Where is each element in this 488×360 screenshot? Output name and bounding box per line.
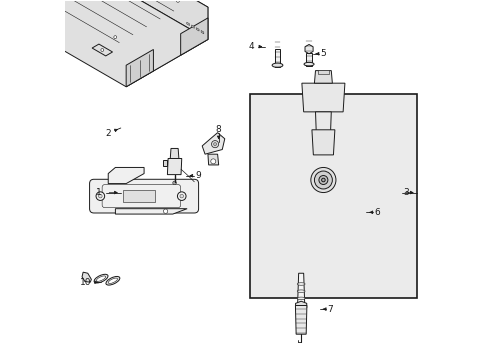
Text: 3: 3 xyxy=(403,188,408,197)
Ellipse shape xyxy=(321,178,325,182)
Text: 7: 7 xyxy=(327,305,333,314)
Circle shape xyxy=(99,194,102,198)
Polygon shape xyxy=(274,49,280,67)
Ellipse shape xyxy=(108,278,117,283)
Ellipse shape xyxy=(94,274,108,283)
Ellipse shape xyxy=(96,276,105,281)
Ellipse shape xyxy=(297,297,305,300)
Circle shape xyxy=(211,140,218,148)
Polygon shape xyxy=(314,71,332,83)
Polygon shape xyxy=(163,160,167,166)
Circle shape xyxy=(210,159,215,164)
Ellipse shape xyxy=(297,290,305,292)
Ellipse shape xyxy=(314,171,332,189)
Polygon shape xyxy=(167,158,182,175)
Text: 10: 10 xyxy=(80,278,92,287)
Polygon shape xyxy=(301,83,344,112)
Polygon shape xyxy=(180,18,207,55)
Polygon shape xyxy=(207,154,218,165)
Circle shape xyxy=(176,0,179,2)
Ellipse shape xyxy=(106,276,120,285)
Circle shape xyxy=(96,192,104,201)
Text: 5: 5 xyxy=(320,49,325,58)
Polygon shape xyxy=(99,0,207,40)
Circle shape xyxy=(180,194,183,198)
Polygon shape xyxy=(295,306,306,334)
Polygon shape xyxy=(202,133,224,154)
Polygon shape xyxy=(115,209,187,214)
Polygon shape xyxy=(191,25,194,28)
Polygon shape xyxy=(295,301,306,310)
Text: 2: 2 xyxy=(105,129,111,138)
Ellipse shape xyxy=(310,167,335,193)
Circle shape xyxy=(114,36,117,39)
Polygon shape xyxy=(92,44,112,56)
Polygon shape xyxy=(126,7,207,87)
Polygon shape xyxy=(17,0,207,54)
Polygon shape xyxy=(315,112,330,151)
Circle shape xyxy=(213,143,216,145)
Polygon shape xyxy=(196,28,199,31)
Text: 4: 4 xyxy=(248,42,254,51)
Bar xyxy=(122,190,155,202)
Polygon shape xyxy=(17,0,207,87)
Circle shape xyxy=(163,209,167,213)
Polygon shape xyxy=(305,53,311,66)
Circle shape xyxy=(172,181,176,185)
Polygon shape xyxy=(311,130,334,155)
Polygon shape xyxy=(126,49,153,87)
Ellipse shape xyxy=(304,62,313,66)
Text: 1: 1 xyxy=(96,188,102,197)
Circle shape xyxy=(177,192,185,201)
Polygon shape xyxy=(108,167,144,184)
Text: 8: 8 xyxy=(215,125,221,134)
Bar xyxy=(249,94,416,298)
Circle shape xyxy=(101,49,103,51)
Polygon shape xyxy=(186,22,189,26)
Bar xyxy=(317,70,328,74)
Ellipse shape xyxy=(271,63,282,67)
Text: 6: 6 xyxy=(373,208,379,217)
Polygon shape xyxy=(305,44,312,54)
Ellipse shape xyxy=(318,176,327,184)
Text: 9: 9 xyxy=(195,171,201,180)
FancyBboxPatch shape xyxy=(89,179,198,213)
Polygon shape xyxy=(170,148,179,158)
Polygon shape xyxy=(297,273,304,306)
Polygon shape xyxy=(82,272,91,282)
Ellipse shape xyxy=(297,283,305,285)
Polygon shape xyxy=(201,31,203,34)
